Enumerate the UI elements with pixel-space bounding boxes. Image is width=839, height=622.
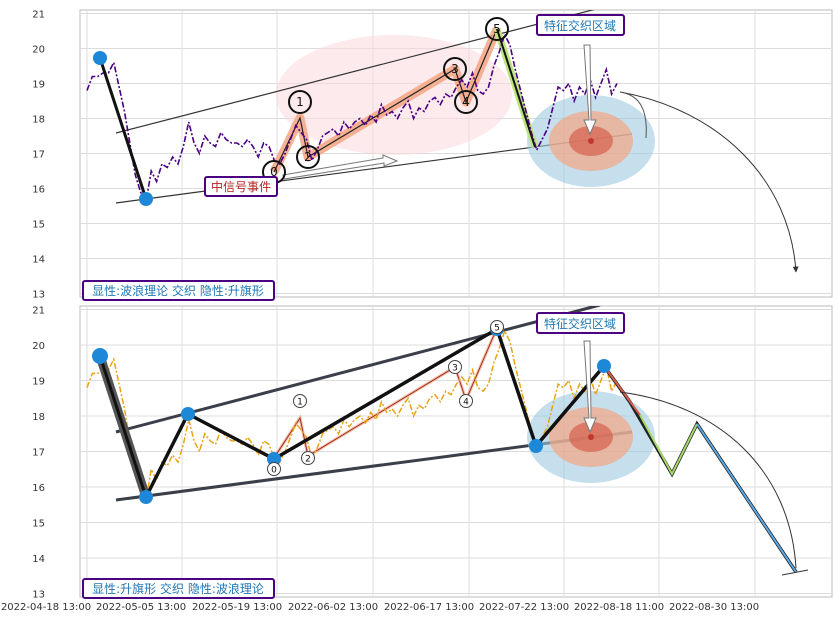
bot-y-tick-label: 19 xyxy=(32,377,45,388)
wave-marker xyxy=(448,360,462,374)
wave-marker xyxy=(485,17,509,41)
top-y-tick-label: 16 xyxy=(32,185,45,196)
upper-flag-line xyxy=(115,306,601,434)
projection-arc xyxy=(619,391,797,569)
bot-y-tick-label: 13 xyxy=(32,589,45,600)
wave-marker-label: 5 xyxy=(493,22,501,36)
top-price-line xyxy=(86,32,618,206)
wave-marker xyxy=(301,451,315,465)
zone-center xyxy=(588,434,594,440)
pivot-point xyxy=(529,439,543,453)
top-pattern-label: 显性:波浪理论 交织 隐性:升旗形 xyxy=(82,280,275,301)
wave-marker xyxy=(296,145,320,169)
projection-arc xyxy=(619,91,799,273)
bottom-zone-label-text: 特征交织区域 xyxy=(544,316,616,331)
wave-highlight-ellipse xyxy=(276,35,512,155)
x-tick-label: 2022-05-05 13:00 xyxy=(96,602,186,613)
x-tick-label: 2022-08-18 11:00 xyxy=(574,602,664,613)
wave-marker-label: 4 xyxy=(463,398,469,408)
top-signal-label-text: 中信号事件 xyxy=(211,179,271,194)
top-y-tick-label: 17 xyxy=(32,150,45,161)
bot-y-tick-label: 18 xyxy=(32,412,45,423)
bot-y-tick-label: 15 xyxy=(32,518,45,529)
wave-marker-label: 2 xyxy=(305,455,311,465)
wave-marker xyxy=(459,394,473,408)
wave-marker-label: 0 xyxy=(270,165,278,179)
x-tick-label: 2022-07-22 13:00 xyxy=(479,602,569,613)
wave-marker-label: 5 xyxy=(494,324,500,334)
wave-marker-label: 3 xyxy=(452,364,458,374)
flag-path xyxy=(144,327,606,498)
pivot-point xyxy=(93,51,107,65)
projection-green xyxy=(639,414,698,477)
wave-marker xyxy=(490,320,504,334)
x-tick-label: 2022-08-30 13:00 xyxy=(669,602,759,613)
bot-y-tick-label: 20 xyxy=(32,341,45,352)
pivot-point xyxy=(139,490,153,504)
bot-y-tick-label: 17 xyxy=(32,448,45,459)
descent-leg xyxy=(98,355,148,498)
x-tick-label: 2022-05-19 13:00 xyxy=(192,602,282,613)
wave-marker-label: 1 xyxy=(297,398,303,408)
pivot-point xyxy=(267,452,281,466)
green-leg-core xyxy=(496,28,536,148)
top-y-tick-label: 15 xyxy=(32,220,45,231)
wave-marker-label: 3 xyxy=(451,62,459,76)
bottom-pattern-label-text: 显性:升旗形 交织 隐性:波浪理论 xyxy=(92,581,264,596)
bot-y-tick-label: 14 xyxy=(32,554,45,565)
wave-marker xyxy=(454,90,478,114)
top-y-tick-label: 19 xyxy=(32,80,45,91)
top-zone-label-text: 特征交织区域 xyxy=(544,18,616,33)
bottom-panel: 13 14 15 16 17 18 19 20 21 0 1 2 3 4 5 特征交织区域 显性:升旗形 … xyxy=(32,305,833,600)
wave-marker-label: 0 xyxy=(271,466,277,476)
bot-y-tick-label: 16 xyxy=(32,483,45,494)
top-y-tick-label: 13 xyxy=(32,290,45,301)
wave-marker-label: 1 xyxy=(296,95,304,109)
upper-channel-line xyxy=(115,10,595,134)
wave-marker xyxy=(288,90,312,114)
top-zone-label: 特征交织区域 xyxy=(536,14,625,36)
wave-marker xyxy=(443,57,467,81)
signal-arrow xyxy=(282,154,399,180)
target-tick xyxy=(781,569,809,576)
wave-marker-label: 2 xyxy=(304,150,312,164)
projection-red xyxy=(603,365,641,416)
bottom-zone-label: 特征交织区域 xyxy=(536,312,625,334)
top-y-tick-label: 14 xyxy=(32,255,45,266)
wave-marker-label: 4 xyxy=(462,95,470,109)
zone-center xyxy=(588,138,594,144)
zone-arrow xyxy=(583,44,597,136)
pivot-point xyxy=(92,348,108,364)
zone-arrow xyxy=(583,340,597,434)
x-tick-label: 2022-06-02 13:00 xyxy=(288,602,378,613)
wave-marker xyxy=(293,394,307,408)
pivot-point xyxy=(597,359,611,373)
descent-leg xyxy=(98,57,148,200)
pivot-point xyxy=(181,407,195,421)
top-signal-label: 中信号事件 xyxy=(204,176,278,197)
pivot-point xyxy=(139,192,153,206)
top-y-tick-label: 20 xyxy=(32,45,45,56)
top-panel: 13 14 15 16 17 18 19 20 21 0 1 2 3 4 5 特征交织区域 中信号事件 显… xyxy=(32,9,833,301)
bot-y-tick-label: 21 xyxy=(32,306,45,317)
projection-hook xyxy=(619,91,647,139)
projection-blue xyxy=(696,423,797,573)
wave-marker xyxy=(267,462,281,476)
x-axis: 2022-04-18 13:00 2022-05-05 13:00 2022-05-… xyxy=(1,602,759,613)
bottom-pattern-label: 显性:升旗形 交织 隐性:波浪理论 xyxy=(82,578,275,599)
x-tick-label: 2022-04-18 13:00 xyxy=(1,602,91,613)
x-tick-label: 2022-06-17 13:00 xyxy=(384,602,474,613)
top-y-tick-label: 21 xyxy=(32,10,45,21)
wave-path xyxy=(273,327,498,459)
top-pattern-label-text: 显性:波浪理论 交织 隐性:升旗形 xyxy=(92,283,264,298)
top-y-tick-label: 18 xyxy=(32,115,45,126)
